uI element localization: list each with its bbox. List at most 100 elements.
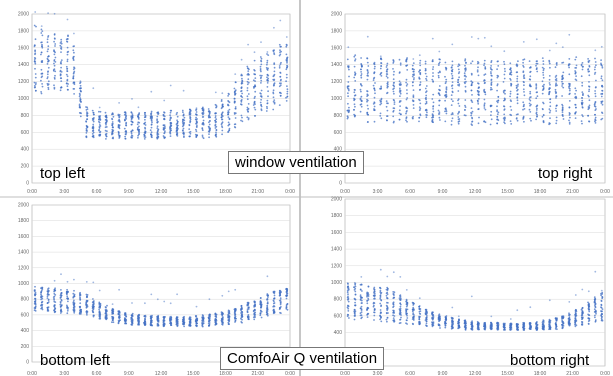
data-point	[247, 93, 250, 95]
data-point	[431, 60, 434, 63]
data-point	[483, 59, 486, 62]
data-point	[85, 281, 88, 283]
data-point	[47, 293, 50, 296]
data-point	[594, 316, 596, 319]
data-point	[366, 72, 369, 75]
data-point	[143, 112, 146, 114]
data-point	[398, 297, 401, 299]
data-point	[124, 321, 127, 324]
data-point	[588, 65, 591, 67]
data-point	[67, 34, 69, 37]
data-point	[529, 306, 532, 309]
data-point	[555, 42, 558, 45]
data-point	[273, 66, 276, 69]
data-point	[47, 88, 50, 91]
data-point	[65, 73, 68, 76]
data-point	[393, 81, 395, 84]
data-point	[246, 310, 249, 312]
y-tick-label: 400	[334, 330, 343, 336]
data-point	[286, 61, 288, 64]
data-point	[392, 107, 395, 109]
data-point	[169, 320, 171, 322]
data-point	[600, 100, 603, 103]
data-point	[406, 308, 409, 311]
data-point	[542, 60, 545, 62]
data-point	[59, 73, 62, 76]
data-point	[359, 307, 362, 310]
x-tick-label: 6:00	[92, 371, 102, 376]
data-point	[214, 313, 217, 316]
data-point	[138, 316, 141, 319]
data-point	[580, 314, 583, 317]
data-point	[528, 98, 531, 100]
data-point	[509, 318, 512, 320]
data-point	[432, 313, 435, 316]
data-point	[503, 105, 506, 108]
data-point	[72, 68, 75, 71]
data-point	[111, 316, 114, 318]
data-point	[131, 115, 134, 117]
data-point	[202, 119, 205, 122]
data-point	[471, 121, 473, 123]
data-point	[529, 70, 532, 73]
data-point	[60, 292, 63, 294]
data-point	[353, 312, 356, 315]
data-point	[266, 105, 268, 108]
data-point	[347, 66, 350, 68]
data-point	[548, 88, 550, 91]
data-point	[53, 304, 56, 307]
data-point	[353, 113, 355, 116]
data-point	[445, 316, 447, 319]
corner-label: top left	[40, 165, 86, 182]
y-tick-label: 800	[21, 297, 30, 303]
data-point	[574, 72, 577, 75]
data-point	[575, 64, 578, 67]
data-point	[542, 74, 545, 76]
data-point	[46, 307, 49, 309]
data-point	[151, 121, 153, 124]
data-point	[588, 314, 591, 316]
data-point	[398, 80, 401, 83]
x-tick-label: 21:00	[251, 189, 264, 195]
data-point	[125, 122, 127, 125]
x-tick-label: 0:00	[340, 371, 350, 376]
data-point	[489, 104, 492, 107]
data-point	[59, 301, 62, 303]
data-point	[60, 299, 63, 302]
data-point	[535, 83, 538, 85]
data-point	[405, 310, 408, 313]
data-point	[221, 118, 223, 121]
data-point	[529, 99, 532, 102]
data-point	[399, 298, 402, 301]
data-point	[234, 107, 237, 110]
x-tick-label: 18:00	[219, 371, 232, 376]
data-point	[425, 102, 428, 104]
data-point	[253, 59, 256, 62]
data-point	[581, 68, 584, 71]
data-point	[425, 116, 428, 119]
x-tick-label: 18:00	[534, 371, 547, 376]
data-point	[412, 302, 415, 305]
data-point	[399, 318, 401, 321]
data-point	[561, 324, 564, 327]
data-point	[66, 292, 68, 295]
data-point	[53, 37, 56, 40]
data-point	[484, 91, 486, 94]
data-point	[188, 124, 191, 126]
data-point	[79, 99, 82, 101]
data-point	[601, 310, 603, 313]
data-point	[85, 127, 88, 130]
data-point	[46, 82, 49, 85]
data-point	[392, 109, 395, 112]
data-point	[105, 123, 107, 126]
data-point	[450, 104, 453, 106]
data-point	[79, 84, 82, 87]
x-tick-label: 9:00	[438, 189, 448, 195]
data-point	[220, 311, 223, 313]
data-point	[412, 306, 415, 309]
data-point	[46, 50, 49, 53]
data-point	[241, 313, 244, 315]
data-point	[450, 72, 453, 75]
data-point	[259, 65, 262, 68]
data-point	[503, 50, 506, 53]
